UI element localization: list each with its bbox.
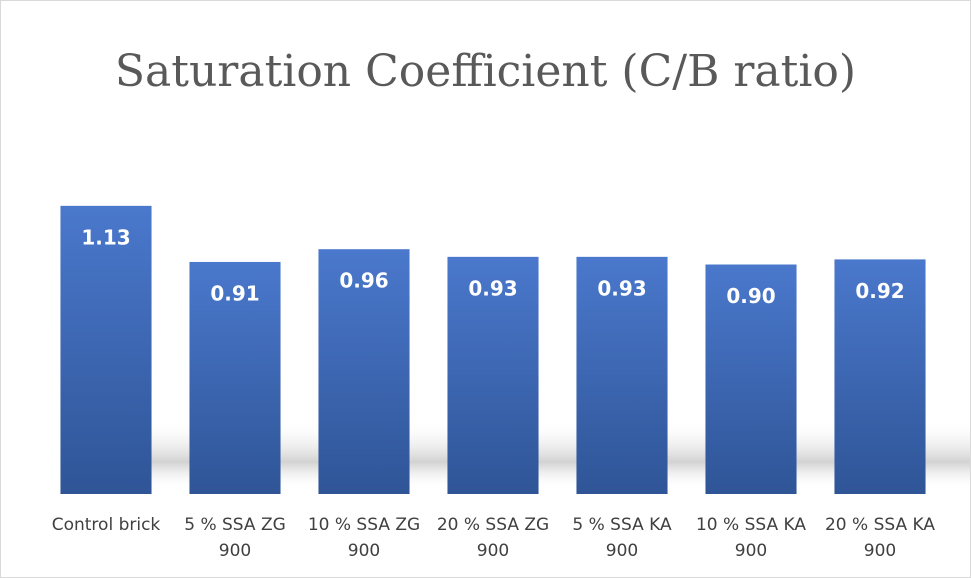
chart-title: Saturation Coefficient (C/B ratio) bbox=[114, 46, 857, 97]
x-tick-label: 20 % SSA KA 900 bbox=[824, 515, 935, 561]
x-tick-label: 5 % SSA ZG 900 bbox=[184, 515, 286, 561]
x-tick-label: 20 % SSA ZG 900 bbox=[436, 515, 550, 561]
data-label: 0.93 bbox=[468, 276, 517, 300]
x-tick-label: 5 % SSA KA 900 bbox=[572, 515, 672, 561]
bar bbox=[834, 259, 926, 494]
data-label: 0.93 bbox=[597, 276, 646, 300]
x-tick-label: Control brick bbox=[51, 515, 161, 535]
data-label: 0.92 bbox=[855, 279, 904, 303]
bar bbox=[576, 256, 668, 494]
data-label: 0.96 bbox=[339, 269, 388, 293]
bar bbox=[60, 205, 152, 494]
bar bbox=[447, 256, 539, 494]
bar bbox=[705, 264, 797, 494]
x-tick-label: 10 % SSA ZG 900 bbox=[307, 515, 421, 561]
data-label: 0.90 bbox=[726, 284, 775, 308]
bar bbox=[189, 261, 281, 494]
x-tick-label: 10 % SSA KA 900 bbox=[695, 515, 806, 561]
bar bbox=[318, 249, 410, 494]
data-label: 1.13 bbox=[81, 225, 130, 249]
data-label: 0.91 bbox=[210, 281, 259, 305]
